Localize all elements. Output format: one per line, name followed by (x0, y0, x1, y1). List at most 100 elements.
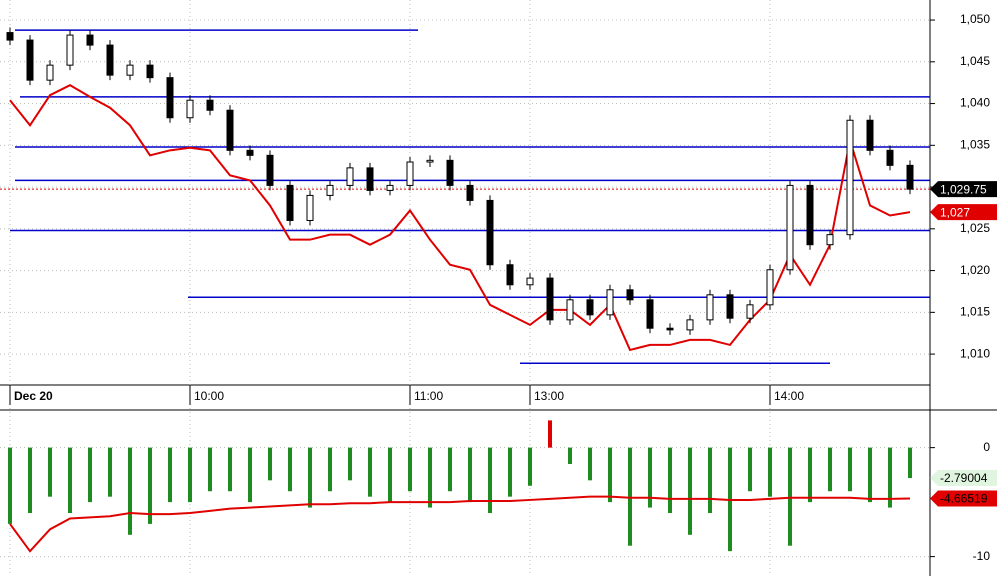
candle-body (306, 194, 314, 221)
x-tick-label: 13:00 (534, 389, 564, 403)
histogram-bar (448, 447, 452, 492)
candle-body (906, 164, 914, 190)
x-tick-label: 11:00 (414, 389, 443, 403)
histogram-bar (88, 447, 92, 503)
histogram-bar (348, 447, 352, 481)
candle-body (806, 184, 814, 246)
price-tag-label: 1,029.75 (940, 182, 987, 196)
candle-body (586, 299, 594, 316)
y-tick-label: 1,045 (960, 54, 990, 68)
histogram-bar (628, 447, 632, 546)
price-tag (930, 181, 997, 198)
histogram-bar (228, 447, 232, 492)
histogram-bar (488, 447, 492, 514)
y-tick-label: 1,010 (960, 346, 990, 360)
candle-body (406, 161, 414, 186)
histogram-bar (328, 447, 332, 492)
histogram-bar (868, 447, 872, 503)
candle-body (66, 34, 74, 66)
y-tick-label: 1,035 (960, 137, 990, 151)
candle-body (286, 184, 294, 221)
candle-body (86, 34, 94, 46)
x-tick-label: Dec 20 (14, 389, 53, 403)
histogram-bar (828, 447, 832, 492)
histogram-bar (148, 447, 152, 524)
candle-body (646, 299, 654, 329)
histogram-bar (48, 447, 52, 497)
candle-body (626, 289, 634, 301)
candle-body (866, 119, 874, 151)
histogram-bar (8, 447, 12, 524)
candle-body (386, 184, 394, 191)
histogram-bar (128, 447, 132, 535)
histogram-bar (308, 447, 312, 508)
histogram-bar (428, 447, 432, 508)
candle-body (826, 234, 834, 246)
candle-body (746, 304, 754, 319)
histogram-bar (368, 447, 372, 497)
candle-body (426, 159, 434, 163)
price-tag (930, 470, 997, 487)
y-tick-label: 1,025 (960, 221, 990, 235)
histogram-bar (168, 447, 172, 503)
candle-body (326, 184, 334, 196)
histogram-bar (568, 447, 572, 464)
candle-body (366, 167, 374, 191)
candle-body (566, 299, 574, 321)
candle-body (486, 199, 494, 266)
price-tag (930, 204, 997, 221)
candle-body (46, 64, 54, 81)
candle-body (886, 149, 894, 166)
histogram-bar (708, 447, 712, 514)
price-tag-label: 1,027 (940, 205, 970, 219)
candle-body (266, 154, 274, 186)
candle-body (26, 39, 34, 81)
candle-body (186, 99, 194, 119)
y-tick-label: 1,020 (960, 263, 990, 277)
histogram-bar (888, 447, 892, 508)
histogram-bar (28, 447, 32, 514)
candle-body (466, 184, 474, 201)
histogram-bar (188, 447, 192, 503)
candle-body (686, 319, 694, 331)
histogram-bar (288, 447, 292, 492)
histogram-bar (768, 447, 772, 497)
candle-body (226, 109, 234, 151)
histogram-bar (688, 447, 692, 535)
candle-body (706, 294, 714, 321)
candle-body (846, 119, 854, 236)
histogram-bar (788, 447, 792, 546)
histogram-bar (668, 447, 672, 514)
histogram-bar (208, 447, 212, 492)
x-tick-label: 10:00 (194, 389, 224, 403)
signal-line (9, 495, 911, 553)
candle-body (166, 77, 174, 119)
price-tag-label: -4.66519 (940, 492, 988, 506)
price-tag-label: -2.79004 (940, 471, 988, 485)
histogram-bar (248, 447, 252, 503)
histogram-bar (808, 447, 812, 503)
histogram-bar (608, 447, 612, 503)
candle-body (146, 64, 154, 79)
candle-body (446, 159, 454, 186)
candle-body (546, 277, 554, 321)
candle-body (606, 289, 614, 316)
candle-body (526, 277, 534, 286)
candle-body (206, 99, 214, 111)
histogram-bar (508, 447, 512, 497)
candle-body (786, 184, 794, 271)
candle-body (126, 64, 134, 76)
candle-body (106, 44, 114, 76)
histogram-bar (548, 420, 552, 448)
candle-body (726, 294, 734, 319)
histogram-bar (388, 447, 392, 503)
histogram-bar (908, 447, 912, 479)
histogram-bar (648, 447, 652, 508)
histogram-bar (848, 447, 852, 492)
candle-body (766, 269, 774, 306)
candle-body (666, 327, 674, 331)
histogram-bar (108, 447, 112, 497)
histogram-bar (748, 447, 752, 492)
histogram-bar (468, 447, 472, 503)
